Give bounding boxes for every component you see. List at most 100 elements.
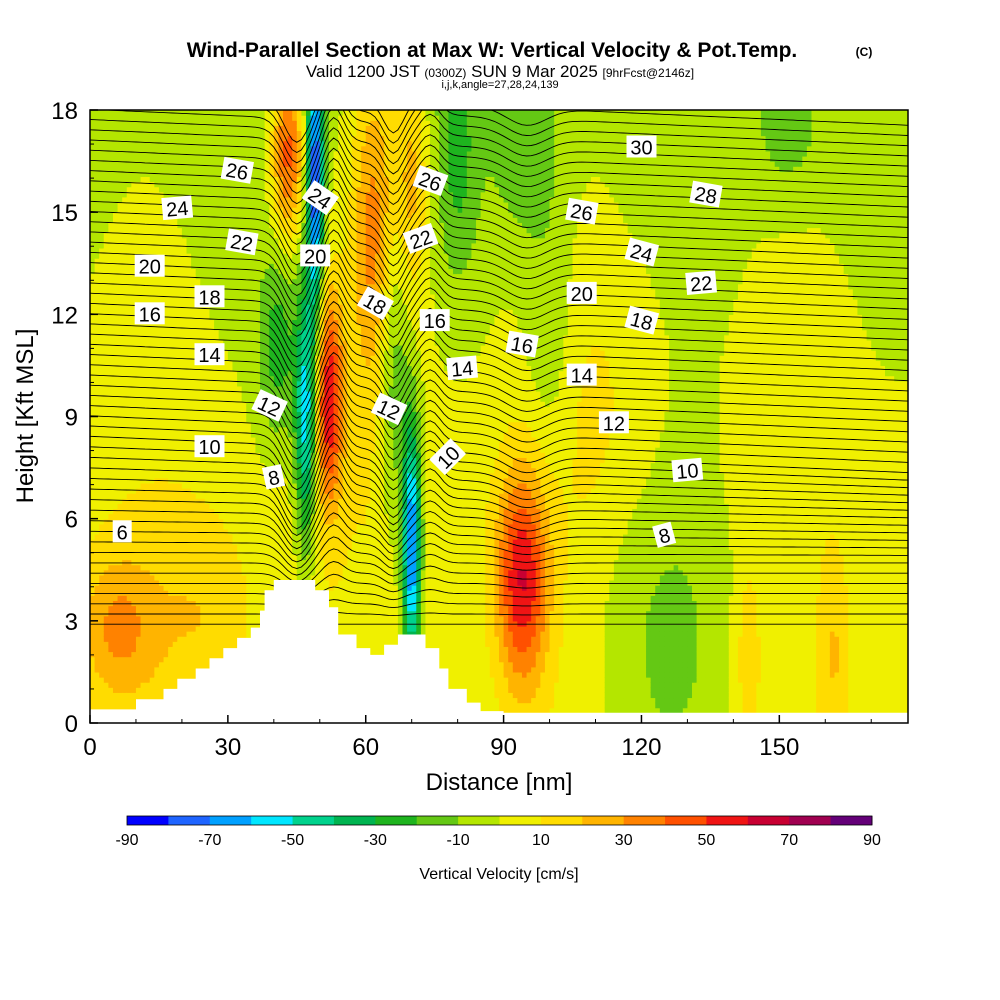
- w-cell: [126, 299, 132, 305]
- w-cell: [191, 115, 197, 121]
- w-cell: [158, 585, 165, 591]
- w-cell: [241, 442, 247, 448]
- w-cell: [232, 411, 238, 418]
- w-cell: [269, 569, 275, 576]
- w-cell: [99, 605, 105, 612]
- w-cell: [204, 237, 211, 244]
- w-cell: [255, 334, 261, 341]
- w-cell: [168, 646, 174, 653]
- w-cell: [218, 247, 224, 254]
- w-cell: [250, 436, 257, 443]
- w-cell: [255, 278, 261, 285]
- w-cell: [122, 375, 128, 382]
- w-cell: [204, 196, 211, 203]
- w-cell: [163, 493, 169, 499]
- w-cell: [158, 671, 165, 678]
- w-cell: [227, 120, 234, 126]
- w-cell: [108, 212, 114, 218]
- w-cell: [90, 554, 96, 561]
- w-cell: [131, 687, 137, 693]
- w-cell: [103, 150, 109, 157]
- w-cell: [260, 539, 266, 545]
- w-cell: [103, 682, 109, 688]
- w-cell: [223, 585, 229, 591]
- w-cell: [135, 201, 142, 208]
- w-cell: [122, 631, 128, 637]
- w-cell: [168, 549, 174, 556]
- w-cell: [209, 482, 215, 489]
- w-cell: [264, 324, 270, 331]
- w-cell: [126, 309, 132, 315]
- w-cell: [131, 544, 137, 550]
- w-cell: [172, 610, 178, 617]
- w-cell: [269, 135, 275, 142]
- w-cell: [149, 513, 155, 520]
- w-cell: [227, 145, 234, 152]
- w-cell: [186, 329, 192, 336]
- w-cell: [195, 431, 201, 438]
- w-cell: [214, 600, 220, 607]
- w-cell: [214, 385, 220, 392]
- w-cell: [108, 416, 114, 423]
- w-cell: [112, 590, 119, 596]
- w-cell: [227, 258, 234, 264]
- w-cell: [99, 329, 105, 336]
- w-cell: [94, 569, 100, 576]
- w-cell: [168, 661, 174, 668]
- w-cell: [99, 299, 105, 305]
- w-cell: [214, 339, 220, 346]
- w-cell: [135, 421, 142, 428]
- w-cell: [241, 503, 247, 510]
- w-cell: [223, 396, 229, 402]
- w-cell: [140, 299, 146, 305]
- w-cell: [227, 615, 234, 622]
- w-cell: [94, 396, 100, 402]
- w-cell: [227, 579, 234, 586]
- w-cell: [181, 462, 188, 469]
- w-cell: [195, 140, 201, 147]
- w-cell: [94, 697, 100, 704]
- w-cell: [99, 442, 105, 448]
- w-cell: [269, 299, 275, 305]
- w-cell: [131, 130, 137, 137]
- w-cell: [195, 375, 201, 382]
- w-cell: [264, 309, 270, 315]
- w-cell: [204, 426, 211, 433]
- w-cell: [241, 380, 247, 387]
- w-cell: [94, 344, 100, 351]
- w-cell: [255, 324, 261, 331]
- w-cell: [103, 646, 109, 653]
- w-cell: [237, 309, 243, 315]
- w-cell: [172, 595, 178, 601]
- w-cell: [135, 411, 142, 418]
- w-cell: [126, 610, 132, 617]
- w-cell: [158, 370, 165, 377]
- w-cell: [260, 508, 266, 515]
- w-cell: [145, 426, 151, 433]
- w-cell: [163, 523, 169, 530]
- w-cell: [94, 447, 100, 453]
- w-cell: [260, 212, 266, 218]
- w-cell: [90, 518, 96, 525]
- w-cell: [223, 539, 229, 545]
- w-cell: [195, 258, 201, 264]
- w-cell: [122, 625, 128, 632]
- w-cell: [140, 687, 146, 693]
- w-cell: [191, 288, 197, 295]
- w-cell: [122, 467, 128, 474]
- w-cell: [145, 682, 151, 688]
- w-cell: [250, 227, 257, 234]
- w-cell: [181, 559, 188, 566]
- w-cell: [269, 314, 275, 321]
- w-cell: [131, 503, 137, 510]
- w-cell: [103, 661, 109, 668]
- w-cell: [204, 166, 211, 172]
- w-cell: [94, 237, 100, 244]
- w-cell: [131, 431, 137, 438]
- w-cell: [122, 319, 128, 326]
- w-cell: [117, 263, 123, 269]
- w-cell: [145, 544, 151, 550]
- w-cell: [264, 579, 270, 586]
- w-cell: [149, 636, 155, 642]
- w-cell: [204, 181, 211, 188]
